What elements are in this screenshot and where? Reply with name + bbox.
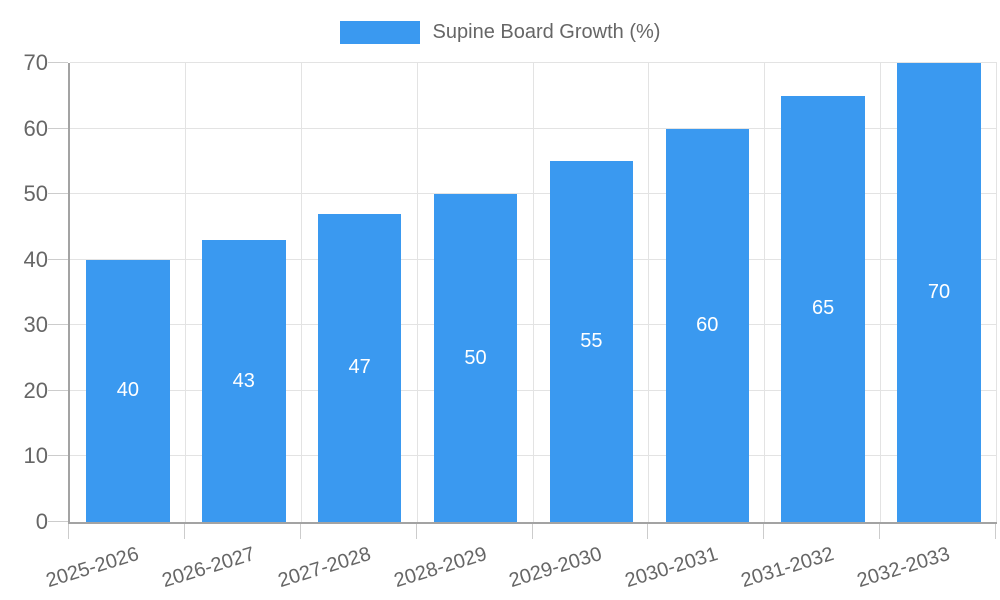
x-axis-tick-label: 2028-2029 <box>391 543 489 593</box>
y-gridline <box>70 389 997 391</box>
x-tick-mark <box>879 524 881 539</box>
x-tick-mark <box>531 524 533 539</box>
y-gridline <box>70 62 997 63</box>
bar[interactable]: 60 <box>665 128 750 522</box>
bar-value-label: 43 <box>232 369 255 392</box>
y-gridline <box>70 193 997 195</box>
bar[interactable]: 70 <box>897 63 981 522</box>
bar[interactable]: 50 <box>433 194 518 522</box>
bar[interactable]: 55 <box>549 161 634 522</box>
y-axis-tick-label: 50 <box>23 181 48 207</box>
x-axis-tick-label: 2031-2032 <box>738 543 837 593</box>
x-tick-mark <box>415 524 417 539</box>
bar-value-label: 47 <box>348 356 371 379</box>
x-gridline <box>416 63 418 522</box>
x-gridline <box>996 63 997 522</box>
x-axis-tick-label: 2025-2026 <box>43 543 142 593</box>
x-tick-mark <box>299 524 301 539</box>
x-gridline <box>184 63 186 522</box>
y-tick-mark <box>48 455 68 457</box>
y-tick-mark <box>48 258 68 260</box>
x-axis-tick-label: 2026-2027 <box>159 543 258 593</box>
x-tick-mark <box>183 524 185 539</box>
legend-label: Supine Board Growth (%) <box>432 21 661 43</box>
x-axis-tick-label: 2027-2028 <box>275 543 374 593</box>
x-tick-mark <box>647 524 649 539</box>
y-tick-mark <box>48 389 68 391</box>
bar[interactable]: 40 <box>86 259 170 522</box>
bar-value-label: 65 <box>812 297 835 320</box>
bar[interactable]: 43 <box>202 240 286 522</box>
bar[interactable]: 65 <box>781 95 865 522</box>
bar-value-label: 70 <box>927 281 951 303</box>
y-tick-mark <box>48 521 68 522</box>
y-axis-tick-label: 10 <box>23 443 48 469</box>
bar-value-label: 55 <box>580 330 603 353</box>
x-axis-tick-label: 2032-2033 <box>854 543 953 593</box>
x-axis-tick-label: 2030-2031 <box>622 543 721 593</box>
x-gridline <box>532 63 534 522</box>
x-tick-mark <box>763 524 765 539</box>
bar[interactable]: 47 <box>317 213 402 522</box>
y-gridline <box>70 127 997 129</box>
y-gridline <box>70 455 997 457</box>
x-gridline <box>300 63 302 522</box>
bar-value-label: 40 <box>116 379 140 402</box>
x-gridline <box>880 63 882 522</box>
chart-legend[interactable]: Supine Board Growth (%) <box>0 21 1000 44</box>
x-tick-mark <box>995 524 996 539</box>
x-tick-mark <box>68 524 69 539</box>
y-axis-tick-label: 70 <box>23 50 48 75</box>
bar-value-label: 60 <box>696 313 719 336</box>
plot-area: 40 43 47 50 55 60 65 70 <box>68 62 997 524</box>
legend-color-swatch <box>339 21 420 44</box>
y-gridline <box>70 258 997 260</box>
bar-value-label: 50 <box>464 346 487 369</box>
x-gridline <box>648 63 650 522</box>
x-axis-tick-label: 2029-2030 <box>506 543 605 593</box>
y-tick-mark <box>48 324 68 326</box>
y-axis-tick-label: 60 <box>23 115 48 141</box>
y-tick-mark <box>48 127 68 129</box>
x-gridline <box>764 63 766 522</box>
y-axis-tick-label: 40 <box>23 246 48 272</box>
y-axis-tick-label: 0 <box>35 509 48 534</box>
y-axis-tick-label: 20 <box>23 377 48 403</box>
y-tick-mark <box>48 193 68 195</box>
y-gridline <box>70 324 997 326</box>
y-axis-tick-label: 30 <box>23 312 48 338</box>
y-tick-mark <box>48 62 68 63</box>
